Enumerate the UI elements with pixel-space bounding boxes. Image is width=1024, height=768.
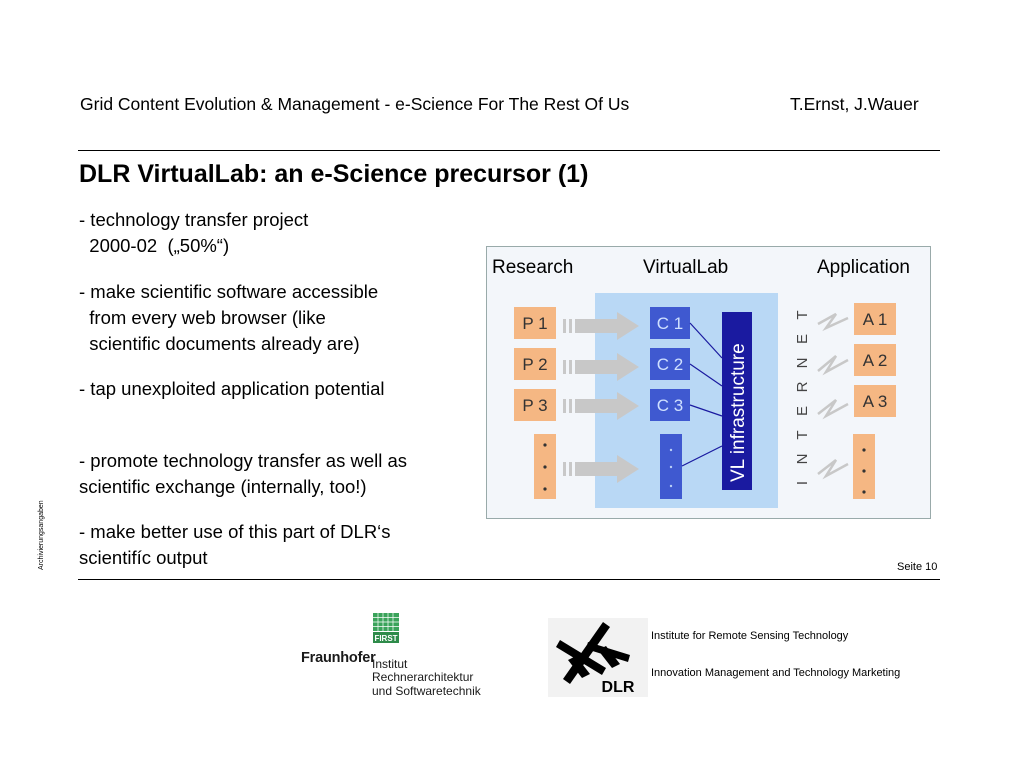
svg-text:A 2: A 2	[863, 351, 888, 370]
bullet-item: - technology transfer project 2000-02 („…	[79, 209, 309, 256]
application-header: Application	[817, 257, 910, 278]
research-box-p1	[514, 307, 556, 339]
page-number: Seite 10	[897, 561, 938, 573]
svg-text:P 2: P 2	[522, 355, 547, 374]
header-divider	[78, 150, 940, 151]
internet-letter: N	[794, 454, 811, 465]
internet-letter: T	[794, 310, 811, 319]
fraunhofer-name: Fraunhofer	[301, 650, 376, 666]
slide-title: DLR VirtualLab: an e-Science precursor (…	[79, 160, 589, 188]
internet-letter: R	[794, 381, 811, 392]
svg-text:A 3: A 3	[863, 392, 888, 411]
component-box-c3	[650, 389, 690, 421]
component-box-c2	[650, 348, 690, 380]
virtuallab-diagram: Research VirtualLab Application P 1 P 2 …	[486, 246, 931, 519]
component-box-c1	[650, 307, 690, 339]
svg-text:P 3: P 3	[522, 396, 547, 415]
application-box-more	[853, 434, 875, 499]
arrows-research-to-component	[563, 312, 639, 483]
header-title: Grid Content Evolution & Management - e-…	[80, 94, 630, 114]
connector-lines	[681, 322, 723, 467]
svg-text:P 1: P 1	[522, 314, 547, 333]
internet-letter: T	[794, 430, 811, 439]
dlr-institute-name: Institute for Remote Sensing Technology	[651, 630, 849, 642]
infrastructure-bar	[722, 312, 752, 490]
bullet-item: - promote technology transfer as well as…	[79, 450, 408, 497]
research-box-p3	[514, 389, 556, 421]
internet-letter: E	[794, 334, 811, 344]
arrow-p1	[563, 312, 639, 340]
bullet-item: - tap unexploited application potential	[79, 378, 385, 399]
virtuallab-header: VirtualLab	[643, 257, 728, 278]
svg-text:DLR: DLR	[602, 679, 635, 696]
infrastructure-label: VL infrastructure	[728, 343, 749, 482]
svg-text:FIRST: FIRST	[374, 634, 397, 643]
arrow-more	[563, 455, 639, 483]
arrow-p3	[563, 392, 639, 420]
fraunhofer-institute-line: Rechnerarchitektur	[372, 670, 474, 684]
side-label: Archivierungsangaben	[38, 500, 45, 570]
fraunhofer-first-logo: FIRST	[373, 613, 399, 643]
arrow-p2	[563, 353, 639, 381]
svg-text:A 1: A 1	[863, 310, 888, 329]
bullet-item: - make scientific software accessible fr…	[79, 281, 379, 354]
application-box-a2	[854, 344, 896, 376]
dlr-department-name: Innovation Management and Technology Mar…	[651, 667, 901, 679]
lightning-connections	[817, 312, 849, 480]
header-authors: T.Ernst, J.Wauer	[790, 94, 919, 114]
fraunhofer-institute-line: Institut	[372, 657, 408, 671]
footer-divider	[78, 579, 940, 580]
internet-letter: E	[794, 406, 811, 416]
research-header: Research	[492, 257, 573, 278]
internet-letter: N	[794, 358, 811, 369]
fraunhofer-institute-line: und Softwaretechnik	[372, 684, 481, 698]
application-box-a1	[854, 303, 896, 335]
dlr-logo: DLR	[548, 618, 648, 697]
research-box-p2	[514, 348, 556, 380]
svg-text:C 3: C 3	[657, 396, 683, 415]
application-box-a3	[854, 385, 896, 417]
svg-text:C 2: C 2	[657, 355, 683, 374]
internet-letter: I	[794, 481, 811, 485]
bullet-item: - make better use of this part of DLR‘s …	[79, 521, 391, 568]
svg-text:C 1: C 1	[657, 314, 683, 333]
